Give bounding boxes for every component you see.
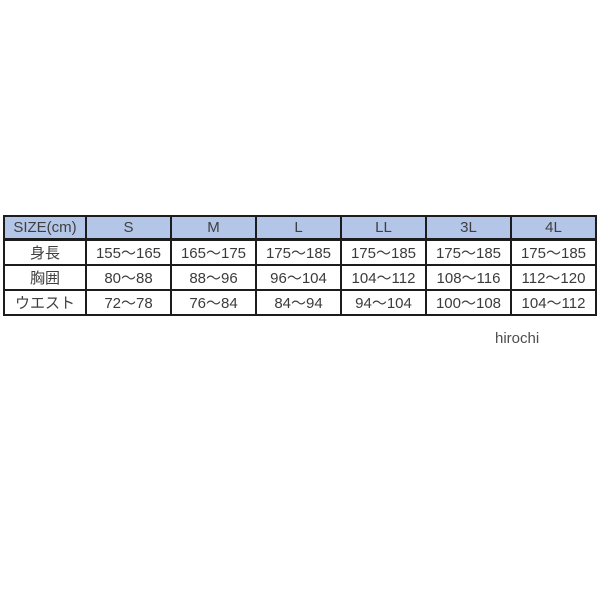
height-cell-s: 155〜165 <box>85 238 172 266</box>
table-row-waist: ウエスト 72〜78 76〜84 84〜94 94〜104 100〜108 10… <box>3 289 597 316</box>
waist-cell-m: 76〜84 <box>170 289 257 316</box>
waist-cell-4l: 104〜112 <box>510 289 597 316</box>
watermark-hirochi: hirochi <box>495 330 540 347</box>
column-header-4l: 4L <box>510 215 597 241</box>
waist-cell-s: 72〜78 <box>85 289 172 316</box>
column-header-size-cm: SIZE(cm) <box>3 215 87 241</box>
column-header-m: M <box>170 215 257 241</box>
row-label-chest: 胸囲 <box>3 264 87 291</box>
height-cell-l: 175〜185 <box>255 238 342 266</box>
row-label-height: 身長 <box>3 238 87 266</box>
chest-cell-l: 96〜104 <box>255 264 342 291</box>
chest-cell-s: 80〜88 <box>85 264 172 291</box>
chest-cell-3l: 108〜116 <box>425 264 512 291</box>
column-header-l: L <box>255 215 342 241</box>
row-label-waist: ウエスト <box>3 289 87 316</box>
waist-cell-3l: 100〜108 <box>425 289 512 316</box>
chest-cell-4l: 112〜120 <box>510 264 597 291</box>
column-header-s: S <box>85 215 172 241</box>
table-row-height: 身長 155〜165 165〜175 175〜185 175〜185 175〜1… <box>3 238 597 266</box>
waist-cell-ll: 94〜104 <box>340 289 427 316</box>
column-header-ll: LL <box>340 215 427 241</box>
chest-cell-m: 88〜96 <box>170 264 257 291</box>
height-cell-ll: 175〜185 <box>340 238 427 266</box>
height-cell-m: 165〜175 <box>170 238 257 266</box>
size-chart-table: SIZE(cm) S M L LL 3L 4L 身長 155〜165 165〜1… <box>3 215 597 316</box>
waist-cell-l: 84〜94 <box>255 289 342 316</box>
table-row-chest: 胸囲 80〜88 88〜96 96〜104 104〜112 108〜116 11… <box>3 264 597 291</box>
height-cell-3l: 175〜185 <box>425 238 512 266</box>
chest-cell-ll: 104〜112 <box>340 264 427 291</box>
size-chart-header-row: SIZE(cm) S M L LL 3L 4L <box>3 215 597 241</box>
column-header-3l: 3L <box>425 215 512 241</box>
height-cell-4l: 175〜185 <box>510 238 597 266</box>
